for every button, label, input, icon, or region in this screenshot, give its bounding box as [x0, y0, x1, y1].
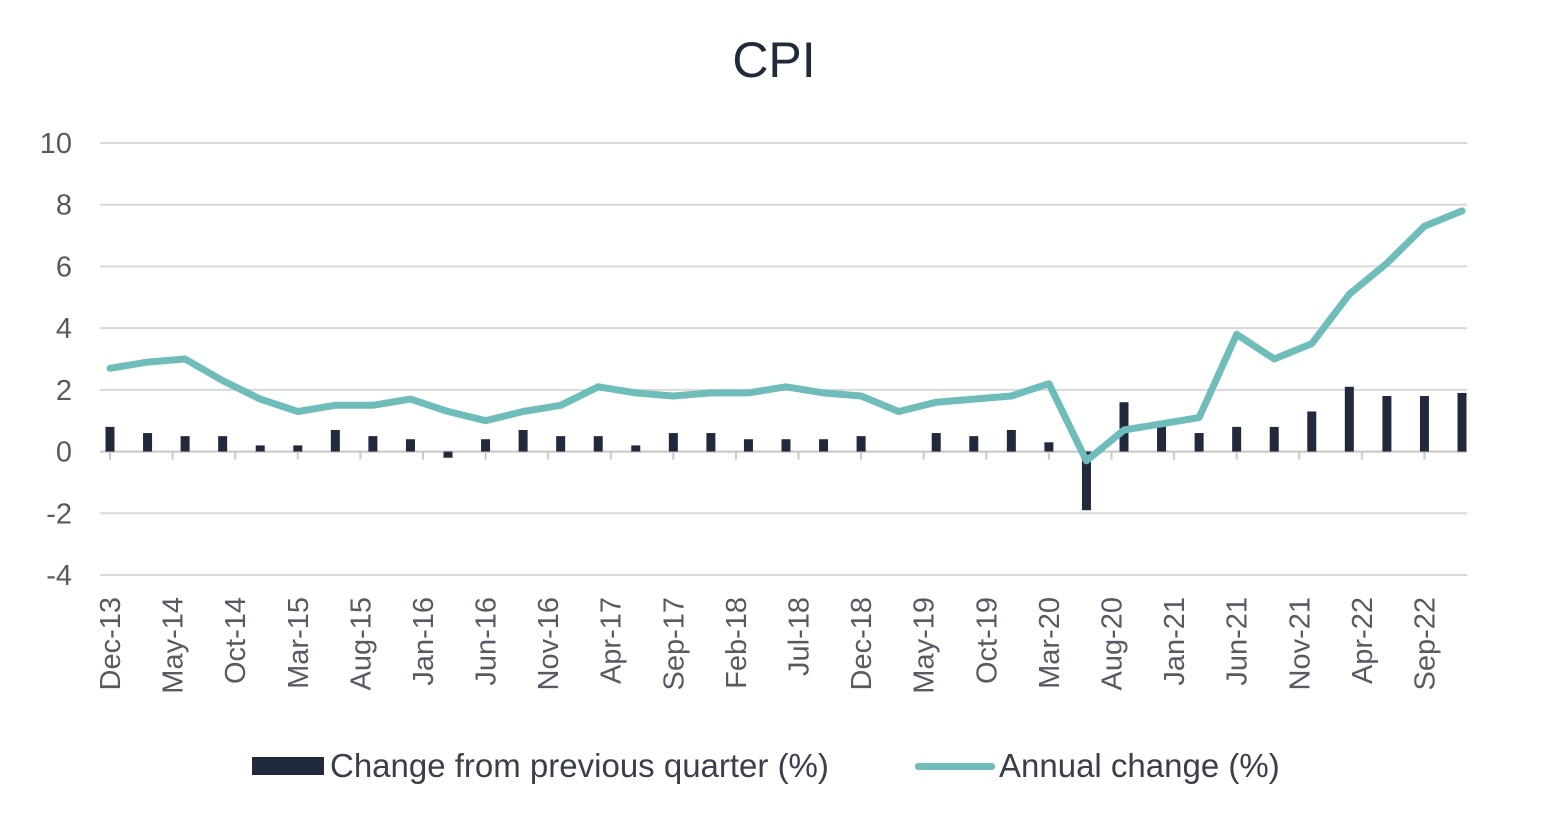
x-tick-label: Oct-14 [220, 597, 252, 684]
bar [931, 433, 941, 452]
bar [593, 436, 603, 452]
y-tick-label: 0 [56, 437, 72, 469]
y-tick-label: -4 [46, 560, 72, 592]
x-tick-label: May-14 [158, 597, 190, 694]
bar [1194, 433, 1204, 452]
x-tick-label: Feb-18 [721, 597, 753, 689]
x-tick-label: Sep-17 [658, 597, 690, 691]
bar [781, 439, 791, 452]
legend-label-quarterly: Change from previous quarter (%) [330, 747, 829, 784]
x-tick-label: Jan-21 [1159, 597, 1191, 686]
bar [706, 433, 716, 452]
bar [1344, 386, 1354, 452]
y-tick-label: 10 [40, 128, 72, 160]
x-tick-label: Mar-20 [1034, 597, 1066, 689]
x-tick-label: Apr-17 [596, 597, 628, 684]
y-tick-label: 4 [56, 313, 72, 345]
x-tick-label: Aug-20 [1097, 597, 1129, 691]
x-tick-label: Dec-18 [846, 597, 878, 691]
annual-change-line [106, 207, 1466, 465]
bar [293, 445, 303, 452]
bar [668, 433, 678, 452]
bar [969, 436, 979, 452]
legend-label-annual: Annual change (%) [999, 747, 1280, 784]
bar [743, 439, 753, 452]
chart-title: CPI [732, 32, 816, 88]
x-tick-label: Apr-22 [1347, 597, 1379, 684]
bar [143, 433, 153, 452]
bar [368, 436, 378, 452]
x-tick-label: Mar-15 [283, 597, 315, 689]
y-tick-label: -2 [46, 498, 72, 530]
legend-item-annual: Annual change (%) [915, 742, 1280, 790]
x-tick-label: Aug-15 [345, 597, 377, 691]
bar [1044, 442, 1054, 452]
bar [556, 436, 566, 452]
bar [105, 426, 115, 452]
x-tick-label: Sep-22 [1409, 597, 1441, 691]
legend-swatch-bar [252, 757, 324, 775]
bar [443, 451, 453, 458]
bar [1419, 396, 1429, 452]
x-tick-label: Jun-21 [1222, 597, 1254, 686]
bar [631, 445, 641, 452]
bar [518, 429, 528, 452]
bar [218, 436, 228, 452]
x-tick-label: Oct-19 [971, 597, 1003, 684]
bar [180, 436, 190, 452]
bar [481, 439, 491, 452]
x-tick-label: Jun-16 [471, 597, 503, 686]
bar [1081, 451, 1091, 511]
bar [330, 429, 340, 452]
bar [819, 439, 829, 452]
y-tick-label: 8 [56, 190, 72, 222]
bar [856, 436, 866, 452]
legend-swatch-line [915, 762, 995, 770]
x-tick-label: Nov-21 [1284, 597, 1316, 691]
legend-item-quarterly: Change from previous quarter (%) [252, 742, 829, 790]
bar [255, 445, 265, 452]
bar [1307, 411, 1317, 452]
bar [1232, 426, 1242, 452]
y-tick-label: 6 [56, 251, 72, 283]
bar [1382, 396, 1392, 452]
bar [405, 439, 415, 452]
x-tick-label: Dec-13 [95, 597, 127, 691]
x-tick-label: Jul-18 [784, 597, 816, 676]
bar [1006, 429, 1016, 452]
x-tick-label: Jan-16 [408, 597, 440, 686]
legend: Change from previous quarter (%) Annual … [0, 742, 1548, 792]
bar [1157, 423, 1167, 452]
y-tick-label: 2 [56, 375, 72, 407]
x-tick-label: Nov-16 [533, 597, 565, 691]
x-tick-label: May-19 [909, 597, 941, 694]
bar [1269, 426, 1279, 452]
bar [1457, 392, 1467, 452]
